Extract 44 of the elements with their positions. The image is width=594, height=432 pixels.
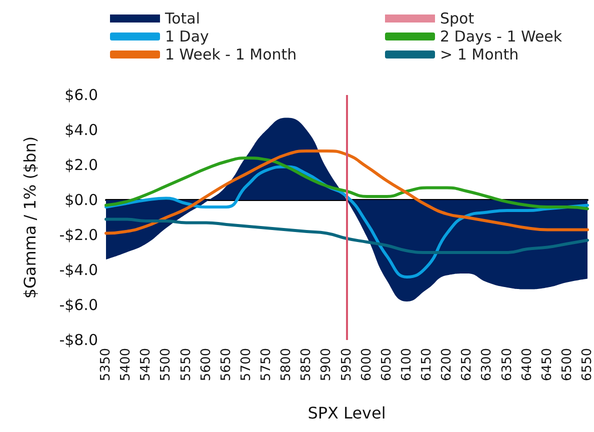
y-tick-label: -$2.0 [59, 226, 98, 244]
x-tick-label: 6000 [359, 348, 374, 382]
x-tick-label: 5400 [118, 348, 134, 382]
x-tick-label: 6400 [520, 348, 535, 382]
legend-label: Spot [440, 10, 474, 28]
x-tick-label: 6250 [460, 348, 475, 382]
x-tick-label: 5450 [138, 348, 154, 382]
x-tick-label: 5650 [218, 348, 234, 382]
x-tick-label: 5500 [158, 348, 174, 382]
legend-label: 1 Day [165, 28, 210, 46]
x-tick-label: 6450 [540, 348, 555, 382]
x-axis-title: SPX Level [308, 404, 386, 422]
line-series [104, 150, 589, 235]
x-tick-label: 5900 [319, 348, 334, 382]
y-tick-label: $2.0 [64, 156, 98, 174]
y-tick-label: -$8.0 [59, 331, 98, 349]
y-tick-label: $4.0 [64, 121, 98, 139]
x-tick-label: 6500 [560, 348, 575, 382]
legend-label: 2 Days - 1 Week [440, 28, 562, 46]
x-tick-label: 5750 [259, 348, 274, 382]
x-tick-label: 5550 [178, 348, 194, 382]
line-series [104, 156, 589, 210]
y-tick-label: -$4.0 [59, 261, 98, 279]
x-tick-label: 6350 [500, 348, 515, 382]
x-tick-label: 5600 [198, 348, 214, 382]
x-tick-label: 6300 [480, 348, 495, 382]
legend-label: > 1 Month [440, 46, 519, 64]
y-tick-label: $6.0 [64, 86, 98, 104]
x-tick-label: 6150 [420, 348, 434, 382]
x-tick-label: 6050 [379, 348, 394, 382]
legend-label: Total [164, 10, 200, 28]
x-tick-label: 5850 [299, 348, 314, 382]
x-tick-label: 6550 [580, 348, 594, 382]
x-tick-label: 6200 [440, 348, 455, 382]
x-tick-label: 5350 [98, 348, 114, 382]
x-tick-label: 6100 [399, 348, 414, 382]
x-tick-label: 5700 [238, 348, 254, 382]
legend-label: 1 Week - 1 Month [165, 46, 297, 64]
y-axis-title: $Gamma / 1% ($bn) [20, 136, 40, 299]
x-tick-label: 5800 [279, 348, 294, 382]
y-tick-label: -$6.0 [59, 296, 98, 314]
line-series [104, 218, 589, 254]
y-tick-label: $0.0 [64, 191, 98, 209]
x-tick-label: 5950 [339, 348, 354, 382]
